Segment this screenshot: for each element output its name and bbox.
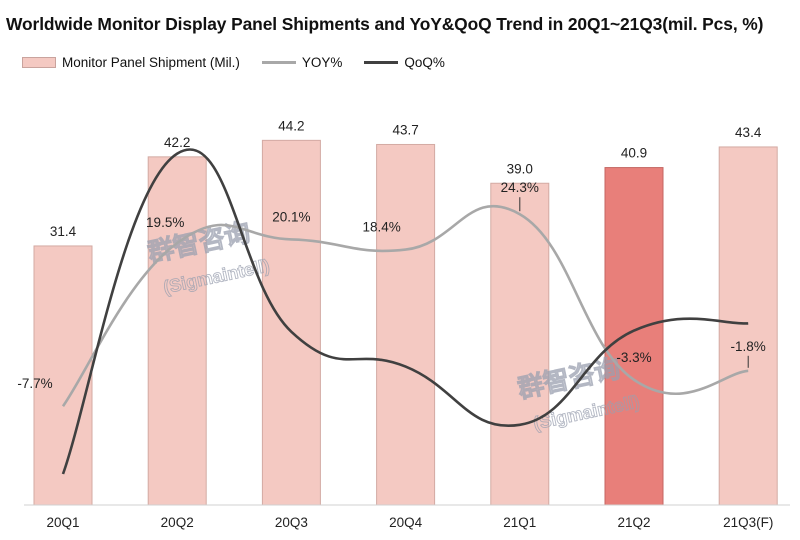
bar-20q4 xyxy=(376,143,436,506)
bar-21q3f xyxy=(718,146,778,506)
yoy-label: 19.5% xyxy=(146,215,184,230)
yoy-value-labels: -7.7% 19.5% 20.1% 18.4% 24.3% -3.3% -1.8% xyxy=(17,180,765,391)
bar-label: 43.7 xyxy=(392,122,418,137)
bar-20q2 xyxy=(147,156,207,506)
bar-value-labels: 31.4 42.2 44.2 43.7 39.0 40.9 43.4 xyxy=(50,118,762,239)
bar-label: 42.2 xyxy=(164,135,190,150)
legend-item-qoq: QoQ% xyxy=(364,55,445,70)
legend-swatch-shipment xyxy=(22,56,56,68)
x-tick-label: 21Q2 xyxy=(617,515,650,530)
yoy-label: -3.3% xyxy=(616,350,651,365)
yoy-line xyxy=(61,204,749,407)
legend-item-yoy: YOY% xyxy=(261,54,343,70)
yoy-label: 24.3% xyxy=(501,180,539,195)
x-tick-label: 21Q1 xyxy=(503,515,536,530)
bar-series xyxy=(33,139,778,506)
x-tick-label: 20Q3 xyxy=(275,515,308,530)
qoq-line xyxy=(61,148,749,475)
x-tick-label: 20Q1 xyxy=(46,515,79,530)
bar-label: 31.4 xyxy=(50,224,77,239)
bar-label: 44.2 xyxy=(278,118,304,133)
bar-20q3 xyxy=(261,139,321,506)
legend-label-yoy: YOY% xyxy=(301,54,343,70)
legend-swatch-qoq xyxy=(364,60,399,64)
legend-item-shipment: Monitor Panel Shipment (Mil.) xyxy=(22,55,240,70)
x-tick-label: 21Q3(F) xyxy=(723,515,773,530)
yoy-label: 20.1% xyxy=(272,209,310,224)
legend-swatch-yoy xyxy=(261,60,296,64)
yoy-label: -1.8% xyxy=(731,339,766,354)
x-axis-tick-labels: 20Q1 20Q2 20Q3 20Q4 21Q1 21Q2 21Q3(F) xyxy=(46,515,773,530)
legend: Monitor Panel Shipment (Mil.) YOY% QoQ% xyxy=(22,52,467,72)
legend-label-shipment: Monitor Panel Shipment (Mil.) xyxy=(62,54,240,70)
chart-title: Worldwide Monitor Display Panel Shipment… xyxy=(6,14,764,34)
yoy-label: 18.4% xyxy=(362,220,400,235)
bar-21q2 xyxy=(604,167,664,506)
legend-label-qoq: QoQ% xyxy=(404,54,445,70)
yoy-label: -7.7% xyxy=(17,376,52,391)
bar-label: 39.0 xyxy=(507,161,533,176)
x-tick-label: 20Q4 xyxy=(389,515,423,530)
bar-label: 43.4 xyxy=(735,125,762,140)
bar-label: 40.9 xyxy=(621,146,647,161)
x-tick-label: 20Q2 xyxy=(161,515,194,530)
